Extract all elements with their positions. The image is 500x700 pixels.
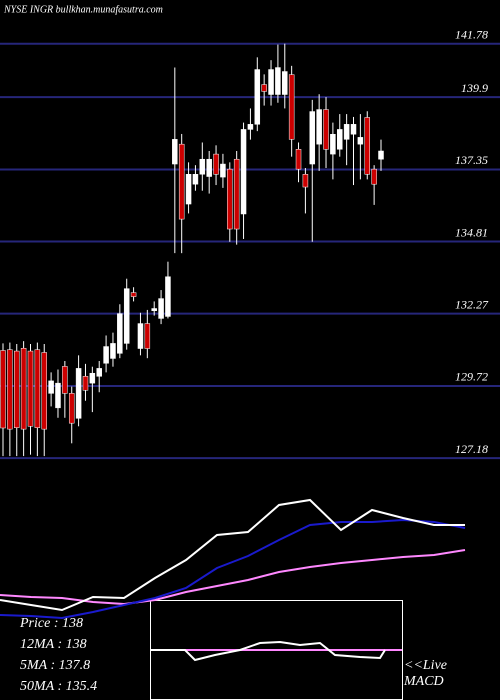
candle-body bbox=[199, 158, 206, 175]
candle-body bbox=[151, 308, 157, 312]
macd-label: MACD bbox=[403, 674, 444, 689]
candle-body bbox=[20, 347, 27, 430]
candle-body bbox=[378, 150, 384, 160]
candle-body bbox=[227, 168, 233, 230]
info-label: 5MA : 137.8 bbox=[20, 658, 90, 673]
candle-body bbox=[309, 111, 316, 165]
candle-body bbox=[282, 71, 288, 95]
y-tick-label: 127.18 bbox=[455, 442, 488, 456]
candle-body bbox=[110, 343, 116, 359]
y-tick-label: 137.35 bbox=[455, 153, 488, 167]
candle-body bbox=[206, 158, 212, 177]
indicator-line bbox=[0, 498, 465, 612]
info-label: 50MA : 135.4 bbox=[20, 679, 97, 694]
info-label: 12MA : 138 bbox=[20, 637, 87, 652]
info-label: Price : 138 bbox=[19, 616, 83, 631]
candle-body bbox=[343, 124, 350, 140]
indicator-line bbox=[0, 518, 466, 620]
candle-body bbox=[247, 124, 254, 130]
candle-body bbox=[330, 133, 336, 155]
candle-body bbox=[123, 288, 130, 344]
candle-body bbox=[220, 163, 226, 178]
candle-body bbox=[158, 298, 164, 319]
candle-body bbox=[34, 349, 41, 428]
candle-body bbox=[357, 137, 364, 145]
candle-body bbox=[302, 174, 309, 188]
candle-body bbox=[62, 366, 68, 394]
candle-body bbox=[364, 117, 371, 175]
candle-body bbox=[316, 109, 322, 145]
candle-body bbox=[75, 368, 82, 419]
candle-body bbox=[165, 276, 171, 317]
indicator-line bbox=[150, 640, 386, 662]
candle-body bbox=[103, 346, 109, 364]
candle-body bbox=[295, 149, 302, 170]
candle-body bbox=[130, 292, 137, 297]
candle-body bbox=[337, 129, 343, 150]
candle-body bbox=[89, 372, 96, 384]
candle-body bbox=[7, 349, 13, 430]
candle-body bbox=[268, 69, 274, 95]
candle-body bbox=[41, 352, 47, 430]
candle-body bbox=[172, 139, 178, 165]
candle-body bbox=[96, 368, 102, 377]
y-tick-label: 134.81 bbox=[455, 225, 488, 239]
candle-body bbox=[27, 350, 34, 427]
candle-body bbox=[213, 153, 219, 175]
candle-body bbox=[254, 69, 261, 125]
y-tick-label: 129.72 bbox=[455, 370, 488, 384]
y-tick-label: 132.27 bbox=[455, 297, 489, 311]
candle-body bbox=[192, 174, 199, 185]
candle-body bbox=[117, 313, 123, 354]
candle-body bbox=[13, 350, 20, 428]
candle-body bbox=[233, 158, 240, 230]
candle-body bbox=[240, 129, 247, 215]
candle-body bbox=[137, 323, 144, 349]
candle-body bbox=[261, 84, 267, 92]
candle-body bbox=[371, 168, 377, 185]
indicator-line bbox=[0, 549, 466, 606]
candle-body bbox=[185, 174, 192, 205]
candle-body bbox=[178, 143, 185, 220]
candle-body bbox=[323, 109, 329, 150]
y-tick-label: 139.9 bbox=[461, 81, 488, 95]
candle-body bbox=[48, 380, 54, 394]
candle-body bbox=[68, 393, 75, 424]
candle-body bbox=[144, 323, 151, 349]
chart-title: NYSE INGR bullkhan.munafasutra.com bbox=[3, 4, 163, 15]
candle-body bbox=[0, 350, 6, 429]
candle-body bbox=[55, 382, 61, 409]
y-tick-label: 141.78 bbox=[455, 27, 488, 41]
candle-body bbox=[350, 124, 357, 135]
macd-label: <<Live bbox=[404, 658, 447, 673]
candle-body bbox=[288, 74, 295, 140]
candle-body bbox=[82, 376, 89, 391]
candle-body bbox=[275, 67, 281, 95]
